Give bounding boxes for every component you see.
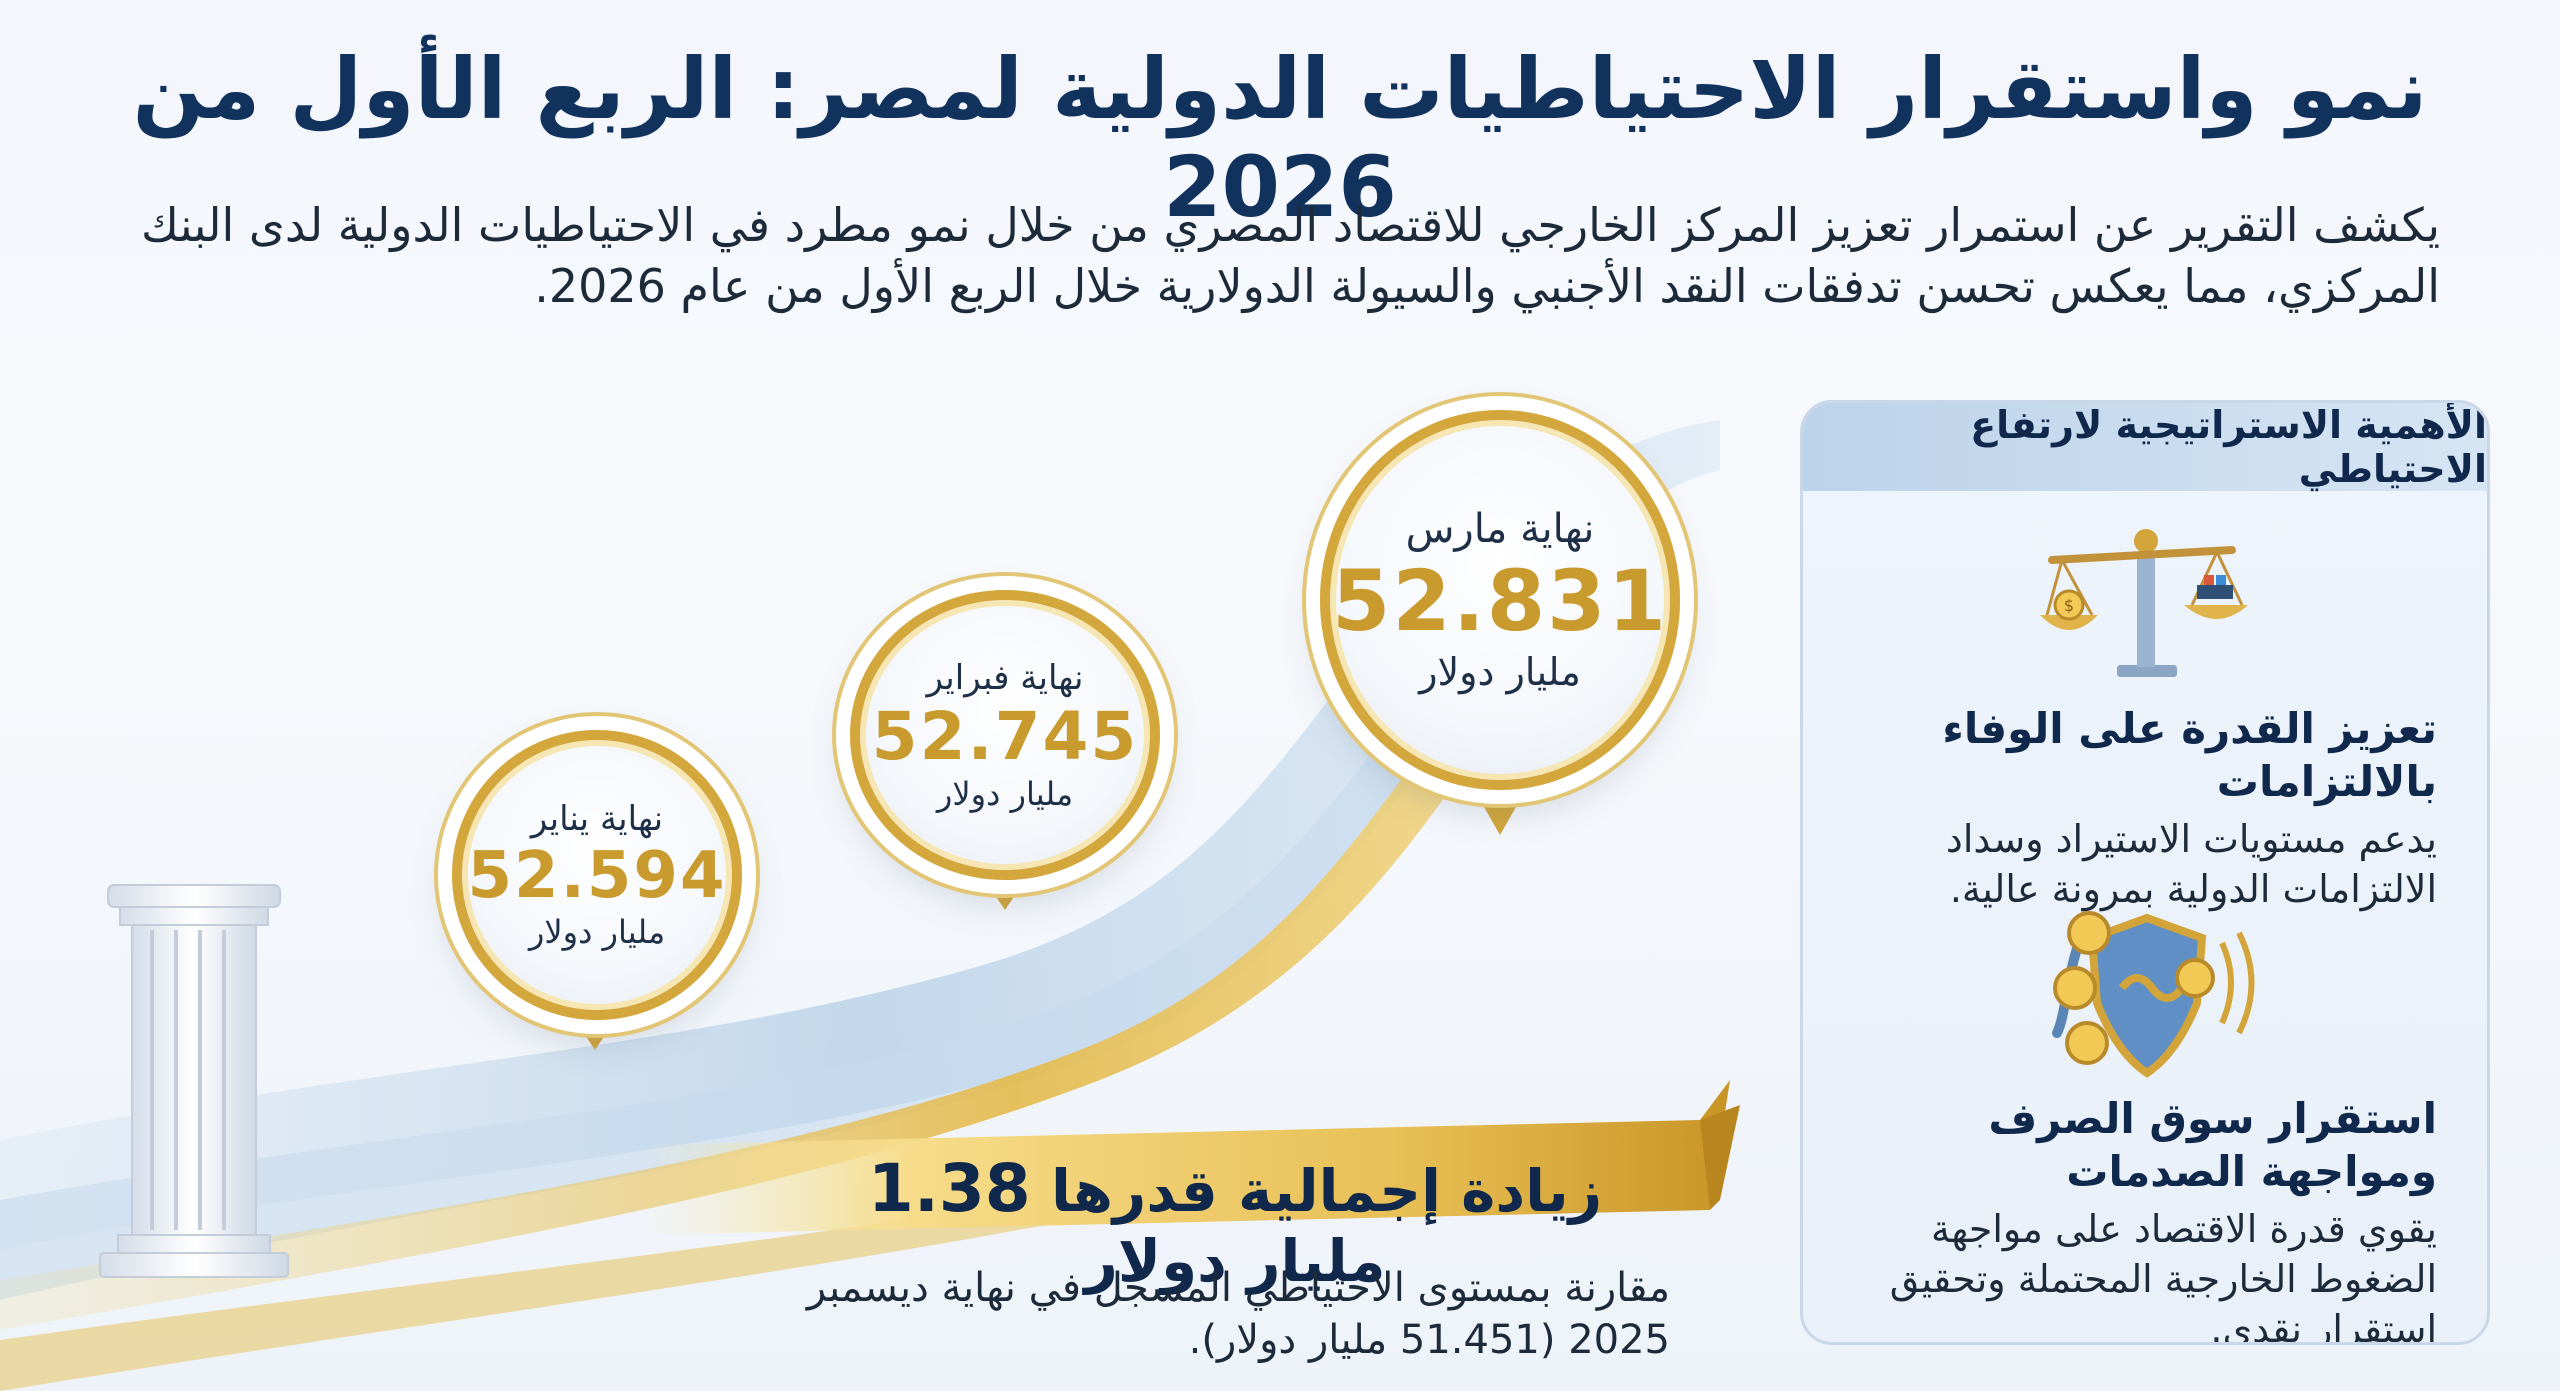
milestone-january: نهاية يناير 52.594 مليار دولار	[452, 730, 742, 1020]
strategic-importance-panel: الأهمية الاستراتيجية لارتفاع الاحتياطي $…	[1800, 400, 2490, 1345]
banner-amount: 1.38	[867, 1150, 1031, 1227]
milestone-value: 52.831	[1331, 552, 1669, 650]
balance-scale-icon: $	[2040, 529, 2248, 677]
milestone-february: نهاية فبراير 52.745 مليار دولار	[850, 590, 1160, 880]
milestone-value: 52.594	[467, 839, 727, 913]
pillar-icon	[99, 884, 289, 1278]
milestone-unit: مليار دولار	[528, 913, 666, 951]
sidebar-item-text: يدعم مستويات الاستيراد وسداد الالتزامات …	[1945, 817, 2437, 912]
panel-heading: الأهمية الاستراتيجية لارتفاع الاحتياطي	[1803, 403, 2487, 491]
milestone-label: نهاية مارس	[1405, 506, 1595, 552]
intro-paragraph: يكشف التقرير عن استمرار تعزيز المركز الخ…	[140, 198, 2440, 313]
sidebar-item-text: يقوي قدرة الاقتصاد على مواجهة الضغوط الخ…	[1889, 1207, 2437, 1345]
banner-note: مقارنة بمستوى الاحتياطي المسجل في نهاية …	[806, 1265, 1670, 1363]
sidebar-item-title: تعزيز القدرة على الوفاء بالالتزامات	[1942, 704, 2437, 806]
svg-text:$: $	[2064, 596, 2074, 615]
milestone-unit: مليار دولار	[1419, 650, 1581, 694]
sidebar-item-obligations: تعزيز القدرة على الوفاء بالالتزامات يدعم…	[1837, 703, 2437, 914]
milestone-label: نهاية فبراير	[926, 657, 1084, 698]
page-title: نمو واستقرار الاحتياطيات الدولية لمصر: ا…	[132, 40, 2428, 236]
milestone-march: نهاية مارس 52.831 مليار دولار	[1320, 410, 1680, 790]
banner-suffix: مليار دولار	[1084, 1227, 1386, 1295]
sidebar-item-title: استقرار سوق الصرف ومواجهة الصدمات	[1988, 1094, 2437, 1196]
milestone-value: 52.745	[871, 697, 1139, 775]
banner-prefix: زيادة إجمالية قدرها	[1050, 1157, 1603, 1225]
milestone-label: نهاية يناير	[530, 799, 664, 839]
milestone-unit: مليار دولار	[936, 774, 1074, 813]
shield-coins-icon	[2052, 911, 2255, 1078]
sidebar-item-exchange-stability: استقرار سوق الصرف ومواجهة الصدمات يقوي ق…	[1837, 1093, 2437, 1345]
total-increase-banner: زيادة إجمالية قدرها 1.38 مليار دولار	[800, 1150, 1670, 1295]
